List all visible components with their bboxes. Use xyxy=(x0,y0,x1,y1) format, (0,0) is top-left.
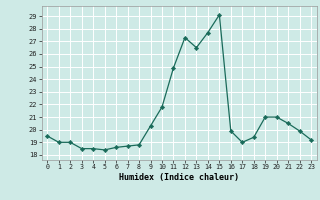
X-axis label: Humidex (Indice chaleur): Humidex (Indice chaleur) xyxy=(119,173,239,182)
